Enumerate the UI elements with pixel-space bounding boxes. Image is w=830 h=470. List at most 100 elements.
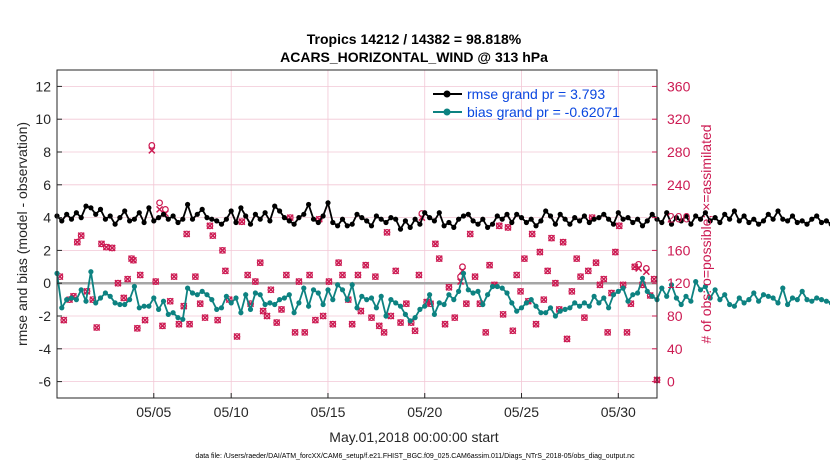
- bias-point: [499, 285, 505, 291]
- rmse-point: [252, 211, 258, 217]
- bias-point: [436, 300, 442, 306]
- obs-assimilated-marker: [267, 286, 275, 294]
- bias-point: [480, 301, 486, 308]
- obs-assimilated-marker: [631, 263, 639, 271]
- rmse-point: [296, 215, 302, 221]
- rmse-point: [562, 216, 568, 222]
- obs-possible-marker: [329, 320, 337, 328]
- obs-assimilated-marker: [431, 240, 439, 248]
- obs-possible-marker: [528, 230, 536, 238]
- bias-point: [354, 305, 360, 311]
- bias-point: [402, 311, 408, 317]
- bias-point: [122, 301, 128, 308]
- obs-possible-marker: [219, 246, 226, 254]
- rmse-point: [499, 216, 505, 222]
- bias-point: [117, 301, 123, 308]
- rmse-point: [707, 218, 713, 224]
- obs-possible-marker: [133, 324, 141, 332]
- bias-point: [335, 282, 341, 288]
- obs-assimilated-marker: [568, 287, 576, 295]
- rmse-point: [78, 215, 84, 221]
- obs-possible-marker: [120, 294, 128, 302]
- bias-point: [789, 295, 796, 301]
- rmse-point: [610, 221, 617, 227]
- obs-possible-marker: [201, 314, 209, 322]
- bias-point: [315, 290, 321, 296]
- bias-point: [78, 287, 84, 293]
- rmse-point: [659, 219, 665, 226]
- bias-point: [214, 306, 220, 312]
- rmse-point: [533, 223, 539, 229]
- obs-possible-marker: [462, 300, 470, 308]
- bias-point: [97, 295, 104, 301]
- rmse-point: [722, 211, 728, 217]
- bias-point: [746, 297, 752, 303]
- rmse-point: [668, 221, 675, 227]
- bias-point: [131, 283, 137, 290]
- bias-point: [649, 293, 655, 299]
- bias-point: [291, 310, 297, 316]
- rmse-point: [209, 216, 215, 222]
- bias-point: [407, 318, 413, 324]
- obs-assimilated-marker: [201, 314, 209, 322]
- right-tick-label: 40: [667, 341, 683, 357]
- bias-point: [567, 305, 573, 311]
- obs-possible-marker: [471, 273, 479, 281]
- obs-assimilated-marker: [60, 316, 68, 324]
- bias-point: [194, 292, 200, 298]
- rmse-point: [577, 218, 583, 224]
- obs-possible-marker: [170, 273, 178, 281]
- obs-assimilated-marker: [536, 248, 544, 256]
- rmse-point: [407, 224, 413, 230]
- rmse-point: [465, 211, 471, 217]
- rmse-point: [83, 203, 89, 209]
- rmse-point: [306, 201, 312, 208]
- obs-possible-marker: [573, 255, 581, 263]
- obs-possible-marker: [301, 329, 309, 336]
- rmse-point: [780, 216, 786, 222]
- obs-assimilated-marker: [383, 228, 391, 236]
- obs-assimilated-marker: [544, 267, 552, 275]
- bias-point: [577, 303, 583, 309]
- rmse-point: [262, 210, 268, 216]
- y-axis-ticks: -6 -4 -2 0 2 4 6 8 10 12: [35, 78, 62, 390]
- bias-point: [760, 292, 767, 298]
- title-line-2: ACARS_HORIZONTAL_WIND @ 313 hPa: [280, 49, 548, 65]
- right-tick-label: 320: [667, 111, 691, 127]
- bias-point: [668, 282, 675, 288]
- rmse-point: [170, 213, 176, 219]
- rmse-point: [68, 216, 75, 222]
- bias-point: [397, 303, 404, 309]
- rmse-point: [504, 211, 510, 217]
- bias-point: [451, 297, 457, 303]
- rmse-point: [330, 219, 336, 226]
- rmse-point: [794, 219, 800, 226]
- obs-possible-marker: [611, 248, 619, 256]
- bias-point: [794, 297, 800, 303]
- obs-assimilated-marker: [282, 271, 290, 279]
- bias-point: [262, 301, 268, 308]
- obs-possible-marker: [544, 267, 552, 275]
- obs-assimilated-marker: [120, 294, 128, 302]
- rmse-point: [194, 211, 200, 217]
- obs-possible-marker: [441, 320, 449, 328]
- bias-point: [136, 305, 142, 311]
- bias-point: [64, 297, 70, 303]
- bias-point: [465, 287, 471, 293]
- obs-assimilated-marker: [509, 327, 517, 335]
- rmse-point: [412, 216, 418, 222]
- obs-possible-marker: [73, 238, 81, 246]
- bias-point: [228, 300, 234, 306]
- obs-assimilated-marker: [466, 230, 474, 238]
- obs-assimilated-marker: [547, 234, 556, 242]
- obs-assimilated-marker: [93, 323, 101, 332]
- y-tick-label: -6: [39, 374, 52, 390]
- rmse-point: [335, 223, 341, 229]
- rmse-point: [625, 215, 631, 221]
- bias-point: [204, 292, 210, 298]
- bias-point: [364, 297, 370, 303]
- rmse-point: [489, 221, 496, 227]
- rmse-point: [446, 219, 452, 226]
- bias-point: [59, 305, 65, 311]
- obs-possible-marker: [532, 320, 540, 328]
